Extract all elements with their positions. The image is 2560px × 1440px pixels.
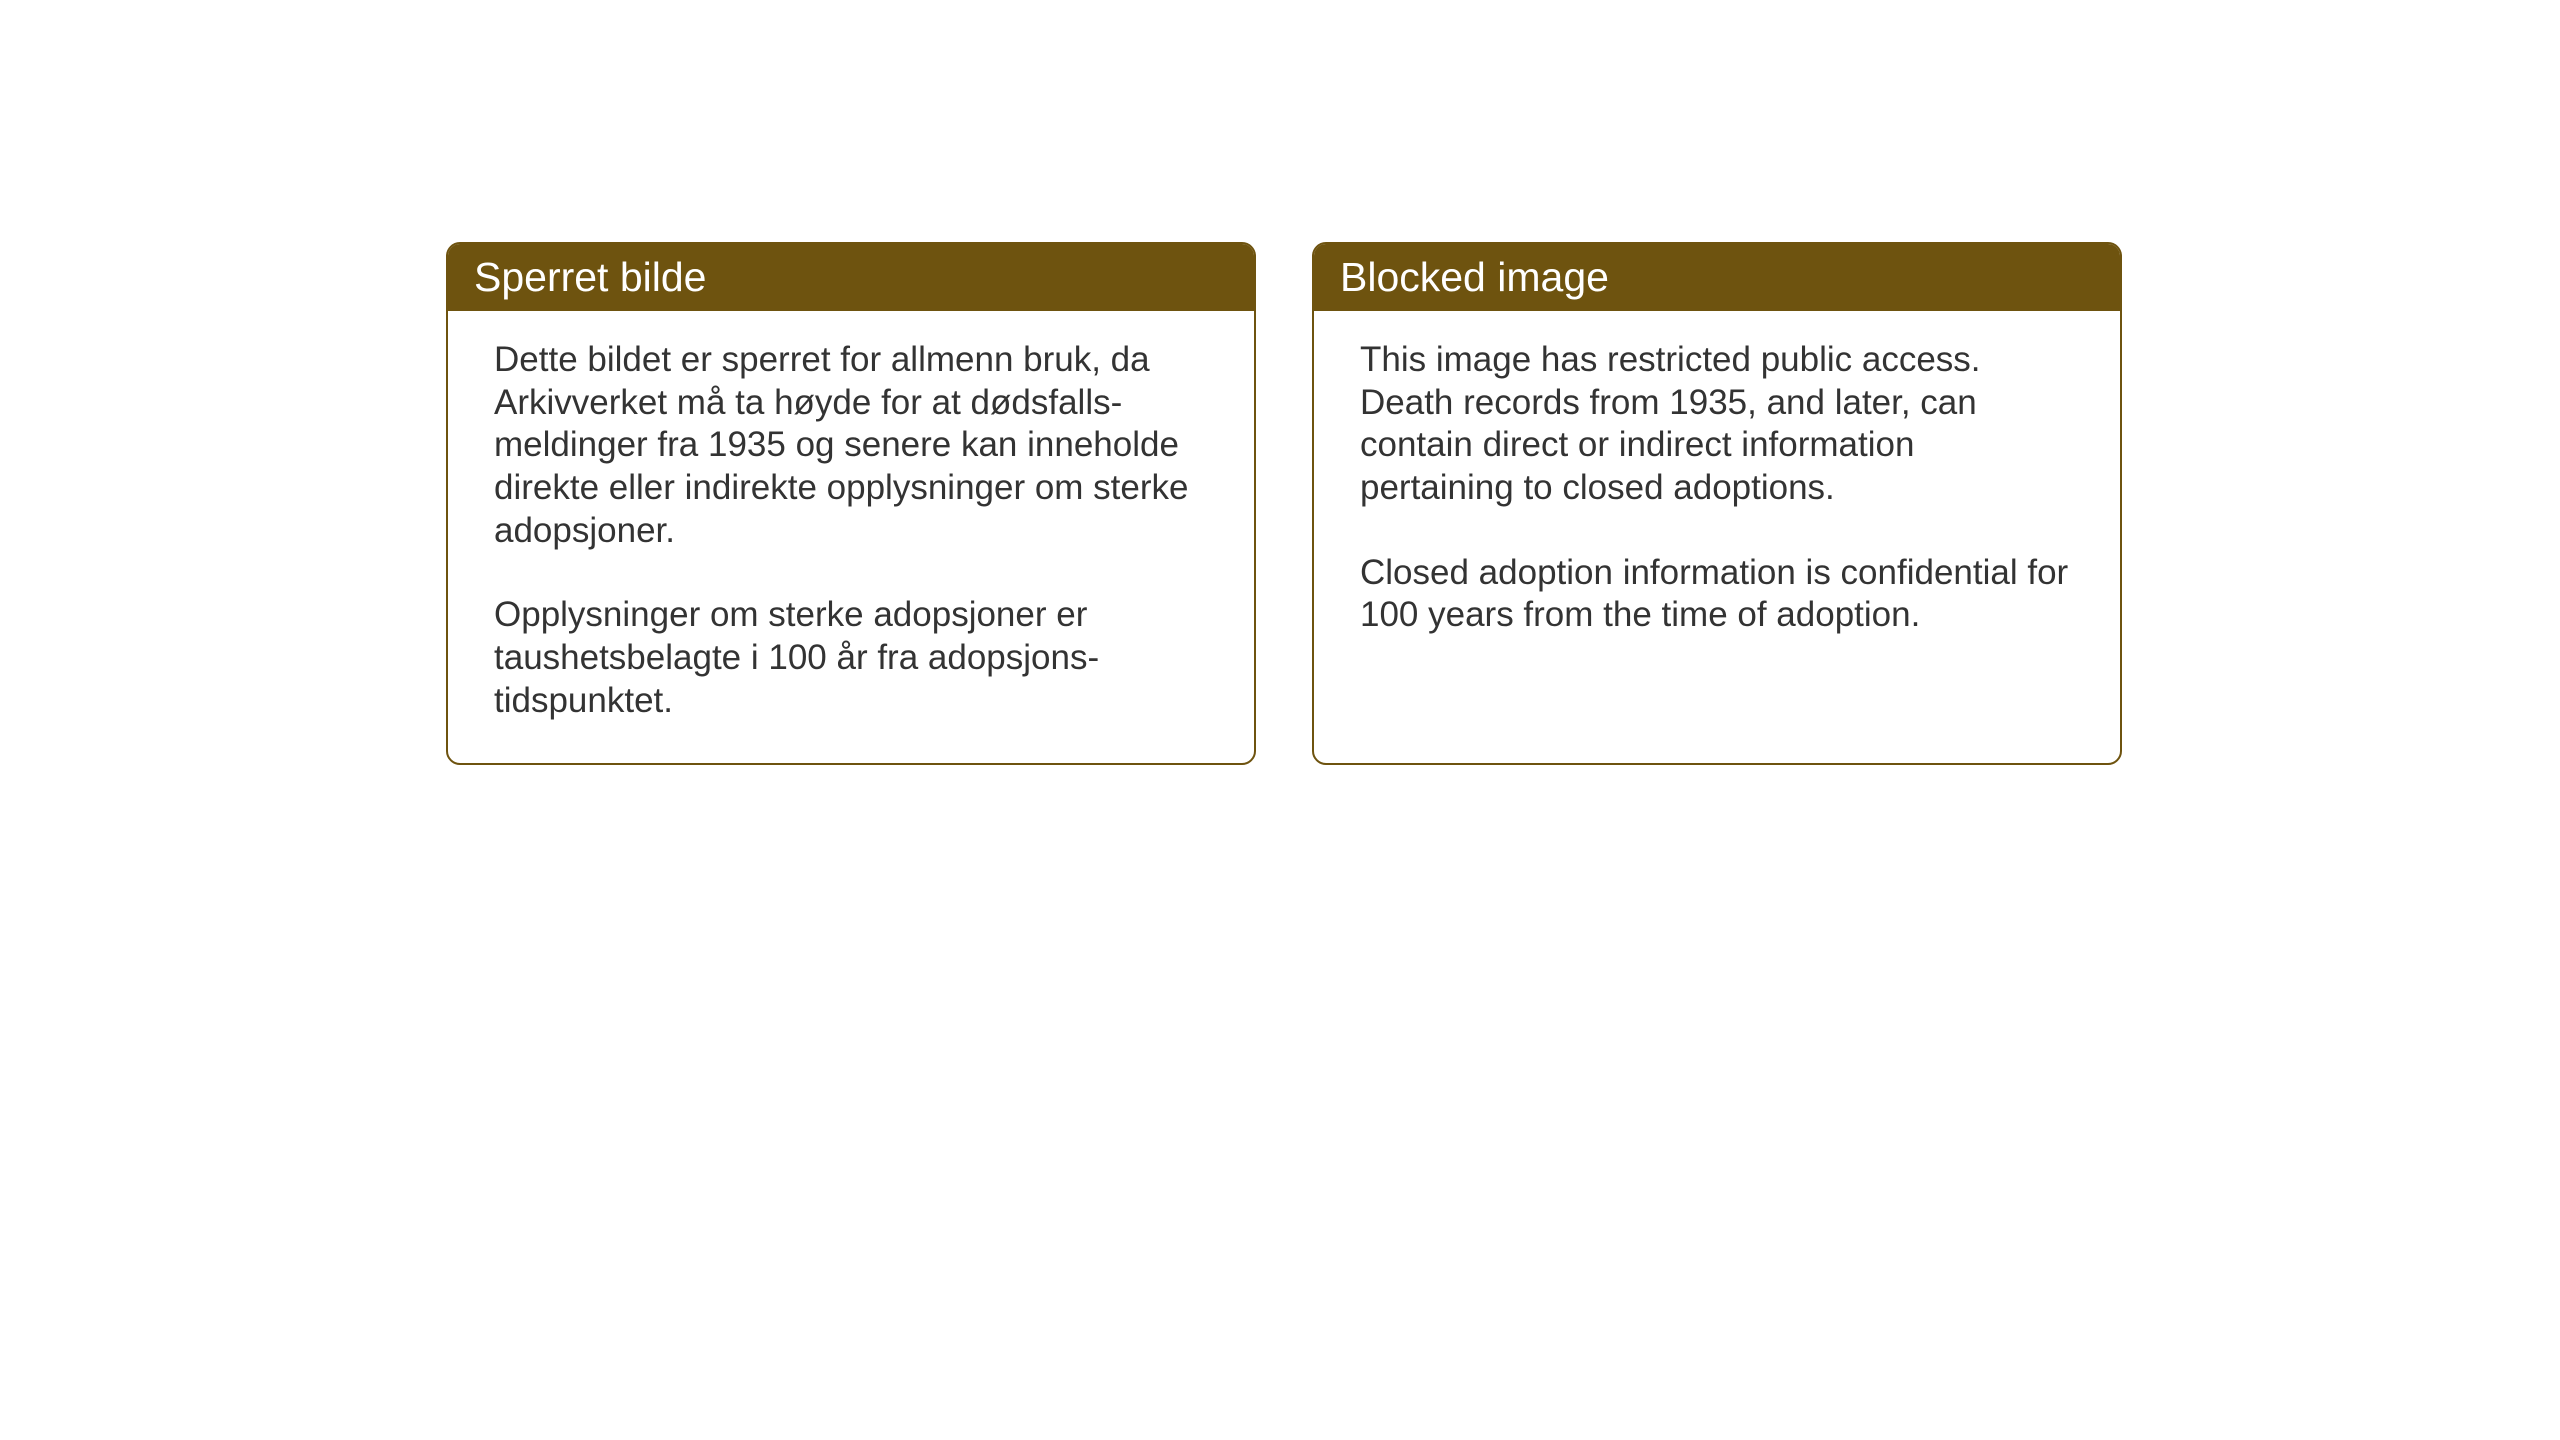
notice-card-english: Blocked image This image has restricted …	[1312, 242, 2122, 765]
card-paragraph-1-norwegian: Dette bildet er sperret for allmenn bruk…	[494, 339, 1208, 552]
card-paragraph-2-norwegian: Opplysninger om sterke adopsjoner er tau…	[494, 594, 1208, 722]
card-body-norwegian: Dette bildet er sperret for allmenn bruk…	[448, 311, 1254, 763]
card-title-english: Blocked image	[1340, 254, 1609, 300]
card-body-english: This image has restricted public access.…	[1314, 311, 2120, 677]
notice-card-norwegian: Sperret bilde Dette bildet er sperret fo…	[446, 242, 1256, 765]
card-paragraph-2-english: Closed adoption information is confident…	[1360, 552, 2074, 637]
card-title-norwegian: Sperret bilde	[474, 254, 706, 300]
notice-container: Sperret bilde Dette bildet er sperret fo…	[446, 242, 2122, 765]
card-header-english: Blocked image	[1314, 244, 2120, 311]
card-header-norwegian: Sperret bilde	[448, 244, 1254, 311]
card-paragraph-1-english: This image has restricted public access.…	[1360, 339, 2074, 510]
